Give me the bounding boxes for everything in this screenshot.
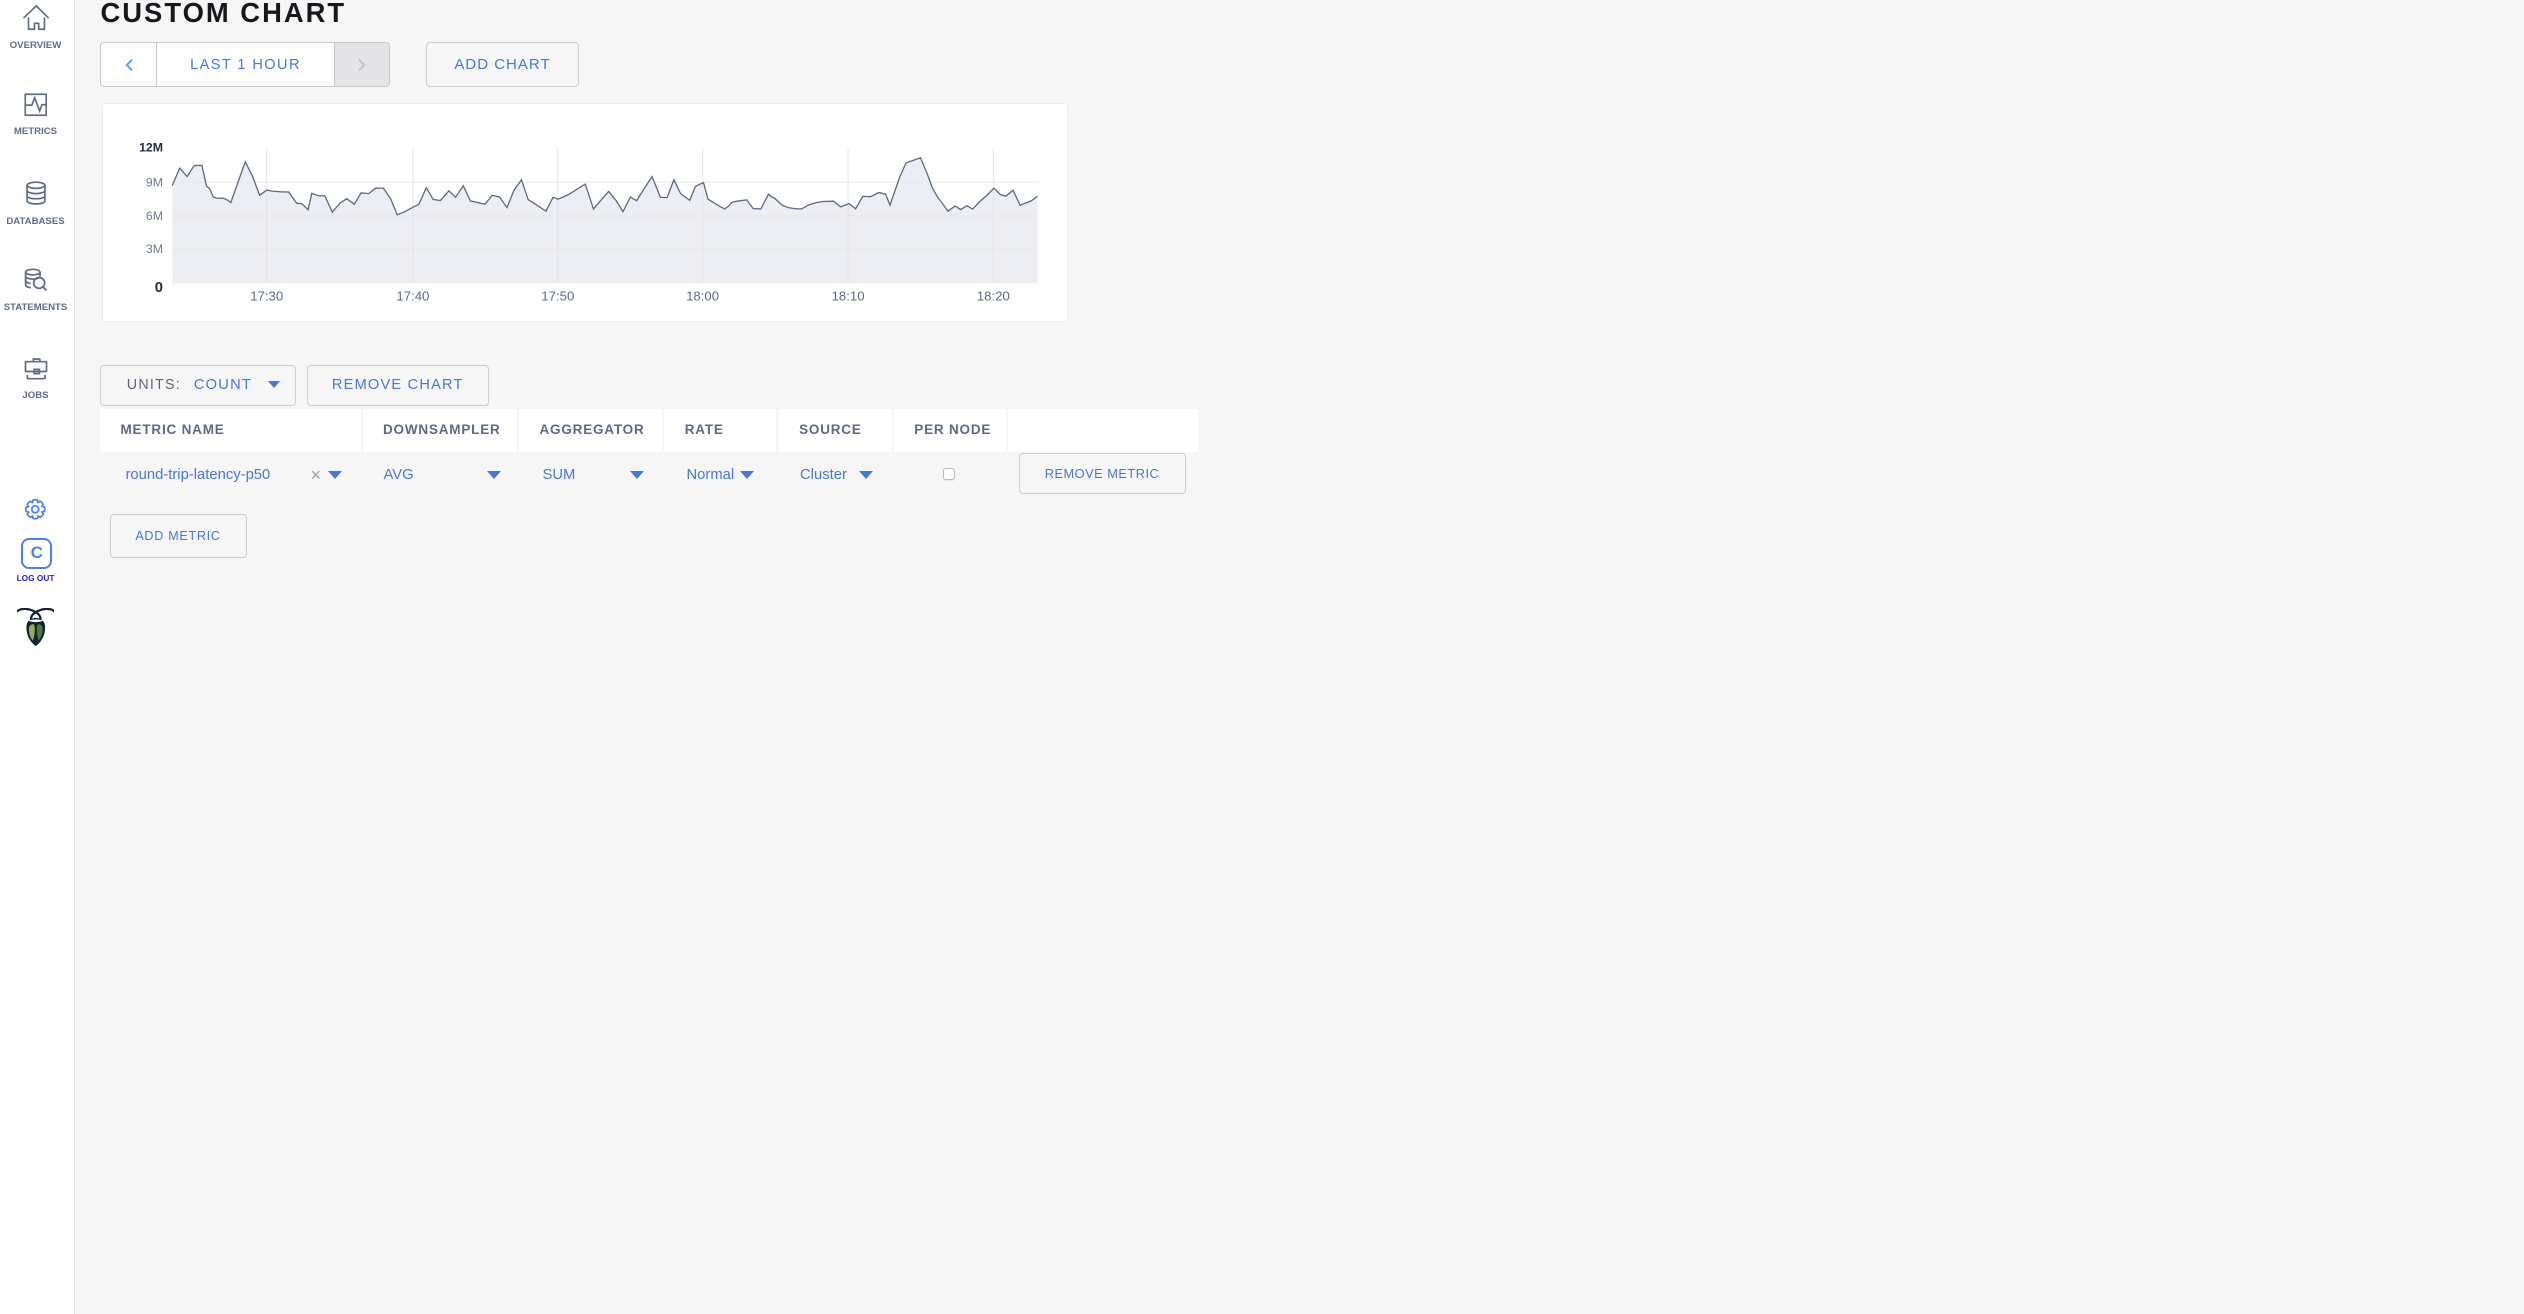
svg-text:18:20: 18:20: [977, 289, 1010, 304]
svg-text:18:10: 18:10: [832, 289, 865, 304]
svg-text:6M: 6M: [146, 209, 163, 223]
svg-text:0: 0: [155, 280, 163, 296]
svg-text:17:50: 17:50: [541, 289, 574, 304]
svg-text:3M: 3M: [146, 242, 163, 256]
svg-text:17:40: 17:40: [396, 289, 429, 304]
svg-text:9M: 9M: [146, 175, 163, 189]
svg-text:17:30: 17:30: [250, 289, 283, 304]
svg-text:18:00: 18:00: [686, 289, 719, 304]
svg-text:12M: 12M: [139, 141, 163, 155]
